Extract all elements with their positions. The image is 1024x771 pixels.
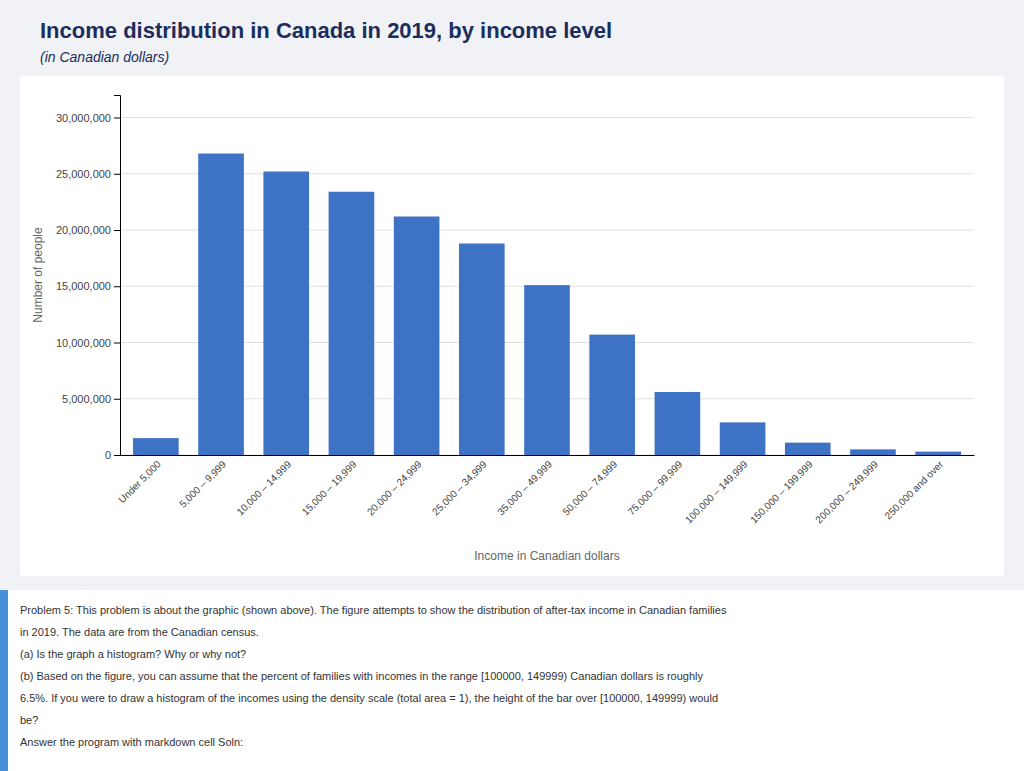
x-tick-label: 35,000 – 49,999: [495, 458, 554, 517]
x-tick: 5,000 – 9,999: [177, 458, 228, 509]
x-tick-label: 5,000 – 9,999: [177, 458, 228, 509]
x-axis-title: Income in Canadian dollars: [474, 549, 619, 563]
bar: [329, 192, 375, 455]
x-tick-label: 50,000 – 74,999: [560, 458, 619, 517]
bar: [785, 443, 831, 455]
y-tick: 25,000,000: [56, 168, 120, 180]
y-axis-line: [114, 96, 121, 456]
y-tick-label: 30,000,000: [56, 112, 111, 124]
x-tick: 15,000 – 19,999: [300, 458, 359, 517]
y-tick: 0: [105, 449, 120, 461]
y-tick-mark: [114, 343, 120, 344]
bar: [524, 285, 570, 455]
x-tick-label: 75,000 – 99,999: [626, 458, 685, 517]
x-tick-label: 10,000 – 14,999: [234, 458, 293, 517]
bar: [589, 335, 635, 455]
x-tick-label: 150,000 – 199,999: [748, 458, 815, 525]
y-tick: 5,000,000: [62, 393, 120, 405]
y-tick: 20,000,000: [56, 224, 120, 236]
x-tick: 150,000 – 199,999: [748, 458, 815, 525]
y-tick-label: 10,000,000: [56, 337, 111, 349]
y-tick-mark: [114, 455, 120, 456]
y-tick-label: 5,000,000: [62, 393, 111, 405]
x-tick: 10,000 – 14,999: [234, 458, 293, 517]
y-tick-mark: [114, 174, 120, 175]
y-tick-mark: [114, 399, 120, 400]
y-tick-mark: [114, 118, 120, 119]
annotation: (b) Based on the figure, you can assume …: [20, 670, 704, 682]
y-tick: 15,000,000: [56, 280, 120, 292]
chart: Income distribution in Canada in 2019, b…: [0, 0, 1024, 771]
y-axis-title: Number of people: [31, 227, 45, 323]
x-axis: Under 5,0005,000 – 9,99910,000 – 14,9991…: [116, 456, 974, 526]
bar: [655, 392, 701, 455]
x-tick-label: 20,000 – 24,999: [365, 458, 424, 517]
problem-text: Problem 5: This problem is about the gra…: [20, 604, 727, 748]
x-tick-label: 100,000 – 149,999: [683, 458, 750, 525]
x-tick: Under 5,000: [116, 458, 163, 505]
bar: [133, 438, 179, 455]
grid-line: [120, 230, 974, 231]
x-tick: 25,000 – 34,999: [430, 458, 489, 517]
bar: [850, 449, 896, 455]
y-tick-mark: [114, 286, 120, 287]
y-axis: 0 5,000,000 10,000,000 15,000,000 20,000,000…: [56, 96, 121, 462]
title: Income distribution in Canada in 2019, b…: [40, 18, 612, 43]
annotation: be?: [20, 714, 38, 726]
grid-line: [120, 173, 974, 174]
x-tick: 200,000 – 249,999: [813, 458, 880, 525]
grid-line: [120, 117, 974, 118]
y-tick-label: 15,000,000: [56, 280, 111, 292]
problem-box: [0, 590, 1024, 771]
annotation: Problem 5: This problem is about the gra…: [20, 604, 727, 616]
annotation: 6.5%. If you were to draw a histogram of…: [20, 692, 718, 704]
y-tick-label: 20,000,000: [56, 224, 111, 236]
y-tick: 30,000,000: [56, 112, 120, 124]
y-tick-label: 0: [105, 449, 111, 461]
x-tick: 50,000 – 74,999: [560, 458, 619, 517]
y-tick-label: 25,000,000: [56, 168, 111, 180]
annotation: (a) Is the graph a histogram? Why or why…: [20, 648, 246, 660]
bar: [394, 217, 440, 456]
card: [20, 76, 1004, 576]
x-tick: 250,000 and over: [882, 458, 945, 521]
annotation: in 2019. The data are from the Canadian …: [20, 626, 259, 638]
bar: [198, 154, 244, 456]
bar: [915, 452, 961, 455]
x-tick: 100,000 – 149,999: [683, 458, 750, 525]
x-tick-label: 15,000 – 19,999: [300, 458, 359, 517]
y-tick: 10,000,000: [56, 337, 120, 349]
x-tick-label: 200,000 – 249,999: [813, 458, 880, 525]
bar: [459, 244, 505, 456]
x-tick: 35,000 – 49,999: [495, 458, 554, 517]
x-tick: 20,000 – 24,999: [365, 458, 424, 517]
bar: [263, 172, 309, 456]
x-tick-label: 250,000 and over: [882, 458, 945, 521]
y-tick-mark: [114, 230, 120, 231]
subtitle: (in Canadian dollars): [40, 49, 169, 65]
x-tick: 75,000 – 99,999: [626, 458, 685, 517]
x-tick-label: Under 5,000: [116, 458, 163, 505]
annotation: Answer the program with markdown cell So…: [20, 736, 243, 748]
bar: [720, 422, 766, 455]
x-axis-line: [121, 455, 975, 456]
grid: [120, 118, 974, 456]
x-tick-label: 25,000 – 34,999: [430, 458, 489, 517]
problem-accent: [0, 590, 8, 771]
bars: [133, 154, 961, 456]
